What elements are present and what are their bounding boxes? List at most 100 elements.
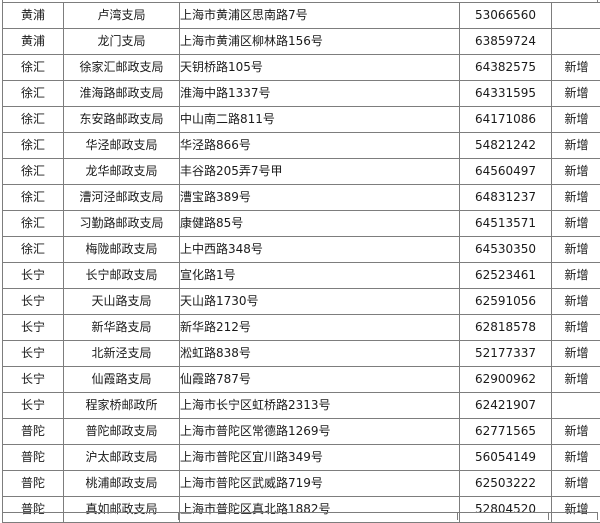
cell-district[interactable]: 徐汇 bbox=[3, 237, 64, 263]
cell-phone[interactable]: 64331595 bbox=[460, 81, 552, 107]
cell-branch[interactable]: 仙霞路支局 bbox=[64, 367, 180, 393]
cell-phone[interactable]: 62503222 bbox=[460, 471, 552, 497]
cell-phone[interactable]: 62900962 bbox=[460, 367, 552, 393]
cell-status[interactable]: 新增 bbox=[552, 107, 600, 133]
cell-address[interactable]: 中山南二路811号 bbox=[180, 107, 460, 133]
cell-district[interactable]: 徐汇 bbox=[3, 133, 64, 159]
cell-district[interactable]: 长宁 bbox=[3, 367, 64, 393]
cell-status[interactable]: 新增 bbox=[552, 341, 600, 367]
cell-address[interactable]: 淞虹路838号 bbox=[180, 341, 460, 367]
cell-status[interactable]: 新增 bbox=[552, 315, 600, 341]
cell-phone[interactable]: 62523461 bbox=[460, 263, 552, 289]
cell-phone[interactable]: 62771565 bbox=[460, 419, 552, 445]
cell-district[interactable]: 普陀 bbox=[3, 419, 64, 445]
cell-address[interactable]: 上海市黄浦区柳林路156号 bbox=[180, 29, 460, 55]
cell-address[interactable]: 华泾路866号 bbox=[180, 133, 460, 159]
cell-district[interactable]: 长宁 bbox=[3, 315, 64, 341]
cell-address[interactable]: 漕宝路389号 bbox=[180, 185, 460, 211]
cell-status[interactable]: 新增 bbox=[552, 237, 600, 263]
cell-status[interactable]: 新增 bbox=[552, 159, 600, 185]
cell-district[interactable]: 长宁 bbox=[3, 289, 64, 315]
cell-branch[interactable]: 程家桥邮政所 bbox=[64, 393, 180, 419]
cell-phone[interactable]: 64382575 bbox=[460, 55, 552, 81]
cell-district[interactable]: 普陀 bbox=[3, 445, 64, 471]
cell-branch[interactable]: 新华路支局 bbox=[64, 315, 180, 341]
cell-address[interactable]: 康健路85号 bbox=[180, 211, 460, 237]
cell-phone[interactable]: 64171086 bbox=[460, 107, 552, 133]
cell-status[interactable]: 新增 bbox=[552, 289, 600, 315]
cell-branch[interactable]: 沪太邮政支局 bbox=[64, 445, 180, 471]
cell-district[interactable]: 长宁 bbox=[3, 263, 64, 289]
cell-phone[interactable]: 62818578 bbox=[460, 315, 552, 341]
cell-district[interactable]: 徐汇 bbox=[3, 159, 64, 185]
cell-district[interactable]: 黄浦 bbox=[3, 3, 64, 29]
cell-address[interactable]: 上海市黄浦区思南路7号 bbox=[180, 3, 460, 29]
cell-branch[interactable]: 习勤路邮政支局 bbox=[64, 211, 180, 237]
cell-district[interactable]: 徐汇 bbox=[3, 185, 64, 211]
cell-branch[interactable]: 天山路支局 bbox=[64, 289, 180, 315]
cell-status[interactable]: 新增 bbox=[552, 367, 600, 393]
cell-district[interactable]: 普陀 bbox=[3, 471, 64, 497]
cell-phone[interactable]: 62421907 bbox=[460, 393, 552, 419]
cell-branch[interactable]: 梅陇邮政支局 bbox=[64, 237, 180, 263]
cell-address[interactable]: 宣化路1号 bbox=[180, 263, 460, 289]
cell-status[interactable]: 新增 bbox=[552, 445, 600, 471]
cell-phone[interactable]: 56054149 bbox=[460, 445, 552, 471]
cell-address[interactable]: 上海市长宁区虹桥路2313号 bbox=[180, 393, 460, 419]
cell-status[interactable] bbox=[552, 3, 600, 29]
cell-phone[interactable]: 64560497 bbox=[460, 159, 552, 185]
cell-district[interactable]: 徐汇 bbox=[3, 81, 64, 107]
cell-status[interactable] bbox=[552, 393, 600, 419]
cell-district[interactable]: 徐汇 bbox=[3, 107, 64, 133]
cell-branch[interactable]: 龙华邮政支局 bbox=[64, 159, 180, 185]
cell-address[interactable]: 丰谷路205弄7号甲 bbox=[180, 159, 460, 185]
cell-status[interactable]: 新增 bbox=[552, 133, 600, 159]
cell-address[interactable]: 上海市普陀区宜川路349号 bbox=[180, 445, 460, 471]
cell-branch[interactable]: 漕河泾邮政支局 bbox=[64, 185, 180, 211]
cell-branch[interactable]: 淮海路邮政支局 bbox=[64, 81, 180, 107]
cell-status[interactable]: 新增 bbox=[552, 419, 600, 445]
cell-branch[interactable]: 北新泾支局 bbox=[64, 341, 180, 367]
cell-district[interactable]: 徐汇 bbox=[3, 55, 64, 81]
cell-phone[interactable]: 52177337 bbox=[460, 341, 552, 367]
cell-branch[interactable]: 徐家汇邮政支局 bbox=[64, 55, 180, 81]
cell-branch[interactable]: 东安路邮政支局 bbox=[64, 107, 180, 133]
cell-status[interactable]: 新增 bbox=[552, 81, 600, 107]
cell-status[interactable]: 新增 bbox=[552, 471, 600, 497]
cell-district[interactable]: 徐汇 bbox=[3, 211, 64, 237]
cell-phone[interactable]: 64831237 bbox=[460, 185, 552, 211]
cell-phone[interactable]: 53066560 bbox=[460, 3, 552, 29]
cell-address[interactable]: 上海市普陀区常德路1269号 bbox=[180, 419, 460, 445]
cell-status[interactable] bbox=[552, 29, 600, 55]
cell-branch[interactable]: 长宁邮政支局 bbox=[64, 263, 180, 289]
cell-phone[interactable]: 64513571 bbox=[460, 211, 552, 237]
cell-branch[interactable]: 普陀邮政支局 bbox=[64, 419, 180, 445]
cell-phone[interactable]: 62591056 bbox=[460, 289, 552, 315]
cell-branch[interactable]: 华泾邮政支局 bbox=[64, 133, 180, 159]
cell-status[interactable]: 新增 bbox=[552, 263, 600, 289]
cell-address[interactable]: 新华路212号 bbox=[180, 315, 460, 341]
cell-district[interactable]: 长宁 bbox=[3, 341, 64, 367]
cell-status[interactable]: 新增 bbox=[552, 211, 600, 237]
cell-branch[interactable]: 卢湾支局 bbox=[64, 3, 180, 29]
cell-branch[interactable]: 桃浦邮政支局 bbox=[64, 471, 180, 497]
cell-phone[interactable]: 63859724 bbox=[460, 29, 552, 55]
cell-district[interactable]: 黄浦 bbox=[3, 29, 64, 55]
